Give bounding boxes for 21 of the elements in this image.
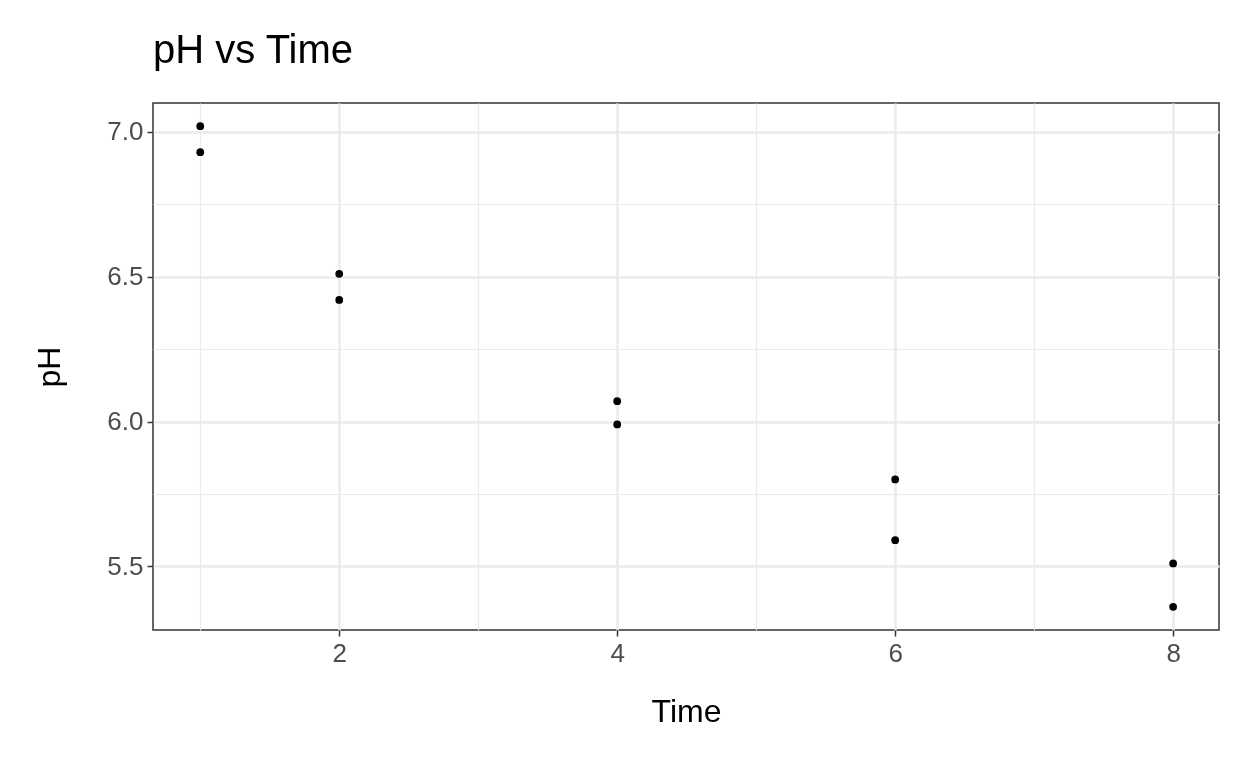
point	[1169, 602, 1178, 611]
x-tick-label: 4	[610, 637, 625, 668]
point	[613, 420, 622, 429]
x-axis-title: Time	[651, 692, 722, 729]
y-axis-title: pH	[31, 346, 68, 388]
chart-title: pH vs Time	[153, 27, 354, 71]
point	[196, 148, 205, 157]
x-tick-label: 8	[1166, 637, 1181, 668]
y-tick-label: 6.0	[107, 406, 144, 437]
point	[891, 536, 900, 545]
y-tick-label: 6.5	[107, 261, 144, 292]
point	[613, 397, 622, 406]
point	[335, 296, 344, 304]
x-tick-label: 2	[332, 637, 347, 668]
y-tick-label: 5.5	[107, 550, 144, 581]
point	[891, 475, 900, 484]
y-tick-label: 7.0	[107, 116, 144, 147]
point	[335, 269, 344, 278]
x-tick-label: 6	[888, 637, 903, 668]
point	[1169, 559, 1178, 568]
point	[196, 122, 205, 131]
